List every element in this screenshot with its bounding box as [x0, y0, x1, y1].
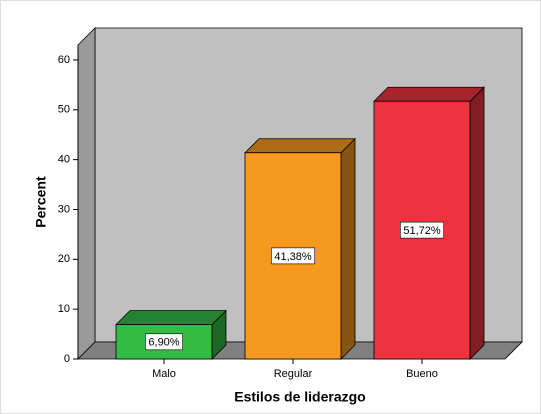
x-tick-label: Malo — [152, 368, 176, 380]
value-label: 6,90% — [148, 337, 179, 349]
bar-top — [244, 138, 356, 154]
bar-top — [373, 86, 485, 102]
side-wall — [77, 27, 96, 360]
value-label-box — [271, 247, 315, 265]
value-label: 51,72% — [403, 225, 441, 237]
bar-side — [469, 86, 485, 360]
x-tick-label: Bueno — [406, 368, 438, 380]
y-tick-label: 0 — [64, 353, 70, 365]
bar-top — [115, 310, 227, 326]
x-axis-title: Estilos de liderazgo — [234, 389, 365, 405]
x-tick-label: Regular — [274, 368, 313, 380]
y-tick-label: 30 — [58, 203, 70, 215]
value-label-box — [400, 221, 444, 239]
y-axis-title: Percent — [33, 176, 49, 228]
y-tick-label: 20 — [58, 253, 70, 265]
value-label-box — [145, 333, 183, 351]
y-tick-label: 60 — [58, 54, 70, 66]
value-label: 41,38% — [274, 251, 312, 263]
y-tick-label: 50 — [58, 104, 70, 116]
y-tick-label: 10 — [58, 303, 70, 315]
bar-side — [340, 137, 356, 360]
y-tick-label: 40 — [58, 154, 70, 166]
